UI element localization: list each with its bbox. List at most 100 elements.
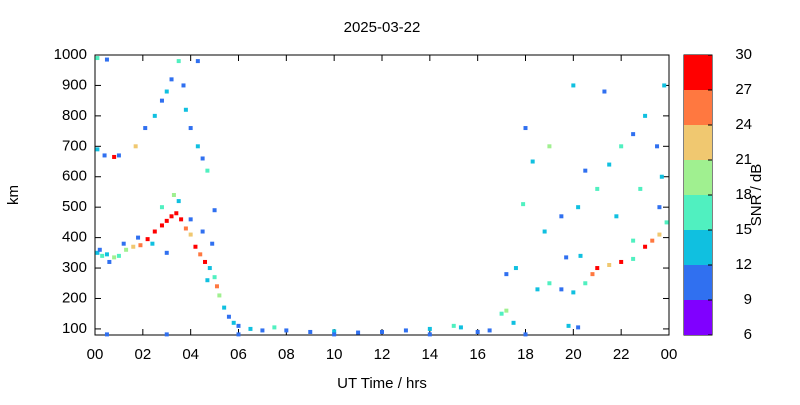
data-point xyxy=(214,284,219,289)
data-point xyxy=(657,232,662,237)
y-tick-label: 300 xyxy=(62,259,87,276)
data-point xyxy=(236,332,241,337)
data-point xyxy=(116,253,121,258)
colorbar-tick-label: 30 xyxy=(735,46,752,63)
data-point xyxy=(171,193,176,197)
data-point xyxy=(200,156,205,161)
data-point xyxy=(583,168,588,173)
x-tick-label: 08 xyxy=(278,346,295,363)
data-point xyxy=(145,237,150,242)
data-point xyxy=(176,199,181,204)
data-point xyxy=(203,259,208,264)
colorbar-tick-label: 6 xyxy=(744,326,752,343)
data-point xyxy=(650,238,655,243)
data-point xyxy=(566,323,571,328)
data-point xyxy=(595,266,600,271)
data-point xyxy=(614,214,619,219)
data-point xyxy=(150,241,155,246)
colorbar-tick-label: 15 xyxy=(735,221,752,238)
data-point xyxy=(332,332,337,337)
data-point xyxy=(576,325,581,330)
y-tick-label: 500 xyxy=(62,198,87,215)
data-point xyxy=(643,244,648,249)
data-point xyxy=(403,328,408,333)
data-point xyxy=(559,287,564,292)
data-point xyxy=(195,144,200,149)
data-point xyxy=(179,217,184,222)
data-point xyxy=(183,107,188,112)
data-point xyxy=(308,329,313,334)
data-point xyxy=(143,126,148,131)
data-point xyxy=(193,244,198,249)
data-point xyxy=(169,214,174,219)
data-point xyxy=(212,275,217,280)
data-point xyxy=(124,247,129,252)
data-point xyxy=(590,272,595,277)
y-tick-label: 400 xyxy=(62,229,87,246)
y-tick-label: 200 xyxy=(62,289,87,306)
data-point xyxy=(380,329,384,334)
x-tick-label: 00 xyxy=(661,346,678,363)
data-point xyxy=(188,126,193,131)
colorbar-label: SNR / dB xyxy=(748,164,765,227)
data-point xyxy=(664,220,669,225)
data-point xyxy=(571,290,576,295)
data-point xyxy=(576,205,581,210)
data-point xyxy=(217,293,222,298)
data-point xyxy=(523,126,528,131)
colorbar-tick-label: 12 xyxy=(735,256,752,273)
data-point xyxy=(112,255,117,260)
data-point xyxy=(657,205,662,210)
data-point xyxy=(458,325,463,330)
data-point xyxy=(475,329,480,334)
data-point xyxy=(181,83,186,88)
colorbar-segment xyxy=(684,195,712,230)
data-point xyxy=(136,235,141,240)
data-point xyxy=(530,159,535,164)
data-point xyxy=(511,320,516,325)
data-point xyxy=(152,229,157,234)
data-point xyxy=(260,328,265,333)
y-axis-label: km xyxy=(5,185,22,205)
y-tick-label: 900 xyxy=(62,76,87,93)
data-point xyxy=(102,153,107,158)
data-point xyxy=(356,330,361,335)
colorbar-segment xyxy=(684,90,712,125)
data-point xyxy=(164,332,169,337)
colorbar-segment xyxy=(684,160,712,195)
chart-title: 2025-03-22 xyxy=(344,19,421,36)
x-tick-label: 20 xyxy=(565,346,582,363)
data-point xyxy=(547,144,552,149)
data-point xyxy=(607,162,612,167)
data-point xyxy=(200,229,205,234)
data-point xyxy=(112,154,117,159)
data-point xyxy=(188,232,193,237)
y-tick-label: 800 xyxy=(62,107,87,124)
data-point xyxy=(521,202,526,207)
data-point xyxy=(198,252,203,257)
data-point xyxy=(583,281,588,286)
data-point xyxy=(542,229,547,234)
data-point xyxy=(121,241,126,246)
data-point xyxy=(97,247,102,252)
data-point xyxy=(559,214,564,219)
x-tick-label: 04 xyxy=(182,346,199,363)
colorbar-segment xyxy=(684,230,712,265)
data-point xyxy=(499,311,504,316)
data-point xyxy=(95,250,100,255)
x-tick-label: 10 xyxy=(326,346,343,363)
data-point xyxy=(222,305,227,310)
data-point xyxy=(231,320,236,325)
data-point xyxy=(619,144,624,149)
data-point xyxy=(655,144,660,149)
x-tick-label: 14 xyxy=(421,346,438,363)
data-point xyxy=(513,266,518,271)
data-point xyxy=(107,259,112,264)
y-tick-label: 1000 xyxy=(54,46,87,63)
data-point xyxy=(284,328,289,333)
y-tick-label: 600 xyxy=(62,168,87,185)
y-tick-label: 700 xyxy=(62,137,87,154)
data-point xyxy=(631,132,636,137)
data-point xyxy=(164,218,169,223)
data-point xyxy=(226,314,231,319)
